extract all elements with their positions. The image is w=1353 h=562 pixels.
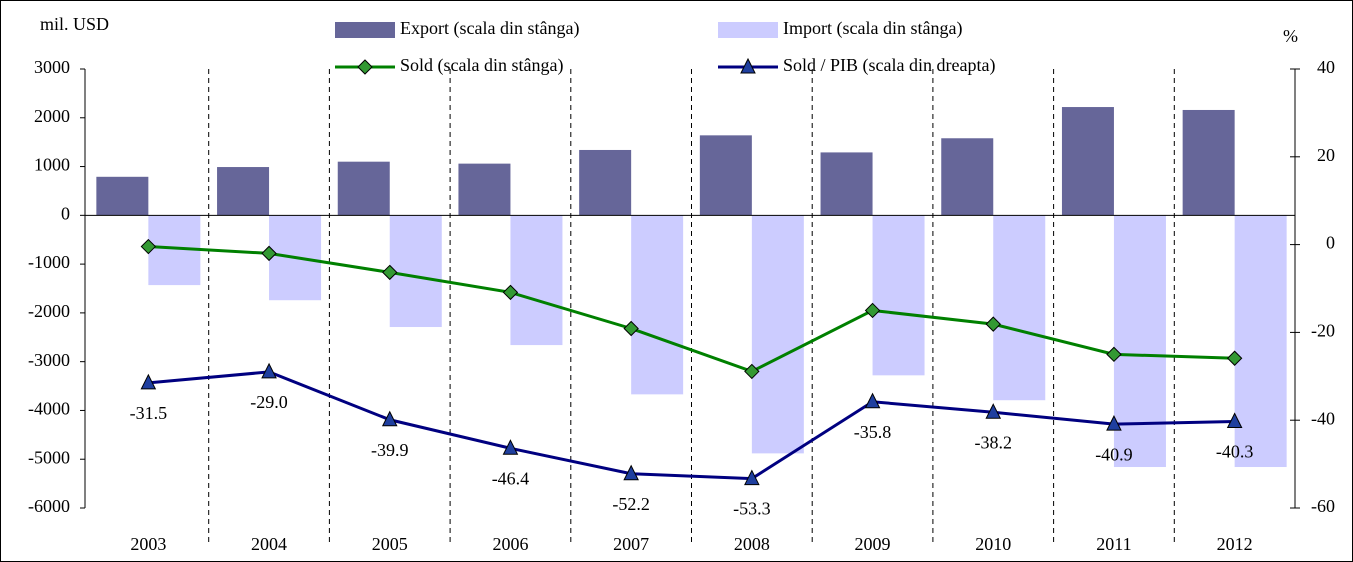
y-tick-label: -2000: [28, 301, 70, 321]
bar: [993, 215, 1046, 401]
marker: [357, 59, 373, 75]
marker: [744, 469, 760, 486]
marker: [1106, 346, 1122, 363]
data-label: -31.5: [130, 403, 168, 423]
y2-tick-label: -60: [1311, 496, 1335, 516]
bar: [941, 138, 994, 216]
y2-tick-label: -20: [1311, 321, 1335, 341]
x-tick-label: 2006: [492, 534, 528, 554]
marker: [261, 245, 277, 262]
legend-swatch: [718, 22, 778, 38]
line: [148, 245, 1235, 374]
y-tick-label: 2000: [34, 106, 70, 126]
bar: [337, 161, 390, 216]
y-tick-label: -5000: [28, 447, 70, 467]
y-tick-label: -1000: [28, 252, 70, 272]
legend-label: Sold (scala din stânga): [400, 55, 563, 76]
bar: [1234, 215, 1287, 468]
data-label: -29.0: [250, 392, 288, 412]
bar: [458, 163, 511, 216]
y-tick-label: -3000: [28, 350, 70, 370]
marker: [140, 373, 157, 390]
x-tick-label: 2005: [372, 534, 408, 554]
marker: [740, 57, 756, 74]
x-tick-label: 2011: [1096, 534, 1131, 554]
bar: [217, 167, 270, 216]
marker: [744, 363, 760, 380]
marker: [140, 238, 157, 255]
x-tick-label: 2007: [613, 534, 649, 554]
marker: [623, 320, 639, 337]
bar: [872, 215, 925, 376]
marker: [985, 316, 1001, 332]
y2-tick-label: 20: [1317, 145, 1335, 165]
marker: [502, 439, 519, 455]
marker: [1226, 350, 1243, 366]
data-label: -38.2: [975, 432, 1013, 452]
data-label: -46.4: [492, 468, 530, 488]
x-tick-label: 2008: [734, 534, 770, 554]
data-label: -52.2: [612, 494, 650, 514]
bar: [631, 215, 684, 395]
x-tick-label: 2004: [251, 534, 287, 554]
bar: [751, 215, 804, 454]
data-label: -40.9: [1095, 444, 1133, 464]
bar: [510, 215, 563, 346]
y2-tick-label: -40: [1311, 408, 1335, 428]
data-label: -53.3: [733, 499, 771, 519]
bar: [96, 176, 149, 216]
y2-tick-label: 40: [1317, 57, 1335, 77]
marker: [623, 464, 639, 481]
data-label: -39.9: [371, 440, 409, 460]
marker: [381, 410, 398, 427]
y-axis-label: mil. USD: [40, 14, 109, 34]
bar: [820, 152, 873, 216]
line: [148, 370, 1235, 481]
legend-label: Sold / PIB (scala din dreapta): [783, 55, 995, 76]
legend-label: Import (scala din stânga): [783, 18, 962, 39]
bar: [579, 149, 632, 216]
y-tick-label: -4000: [28, 399, 70, 419]
marker: [864, 392, 881, 409]
bar: [1182, 109, 1235, 216]
bar: [699, 135, 752, 216]
y2-axis-label: %: [1283, 26, 1298, 46]
marker: [1106, 415, 1122, 431]
marker: [261, 362, 277, 379]
legend-label: Export (scala din stânga): [400, 18, 579, 39]
y-tick-label: -6000: [28, 496, 70, 516]
marker: [985, 403, 1002, 419]
marker: [1226, 412, 1243, 429]
marker: [382, 264, 398, 281]
y-tick-label: 1000: [34, 155, 70, 175]
bar: [1113, 215, 1166, 468]
marker: [502, 284, 519, 301]
data-label: -35.8: [854, 422, 892, 442]
x-tick-label: 2003: [130, 534, 166, 554]
y-tick-label: 3000: [34, 57, 70, 77]
data-label: -40.3: [1216, 442, 1254, 462]
marker: [864, 302, 881, 319]
legend-swatch: [335, 22, 395, 38]
y-tick-label: 0: [61, 203, 70, 223]
bar: [1061, 107, 1114, 216]
x-tick-label: 2010: [975, 534, 1011, 554]
bar: [389, 215, 442, 328]
x-tick-label: 2009: [855, 534, 891, 554]
x-tick-label: 2012: [1217, 534, 1253, 554]
y2-tick-label: 0: [1326, 233, 1335, 253]
